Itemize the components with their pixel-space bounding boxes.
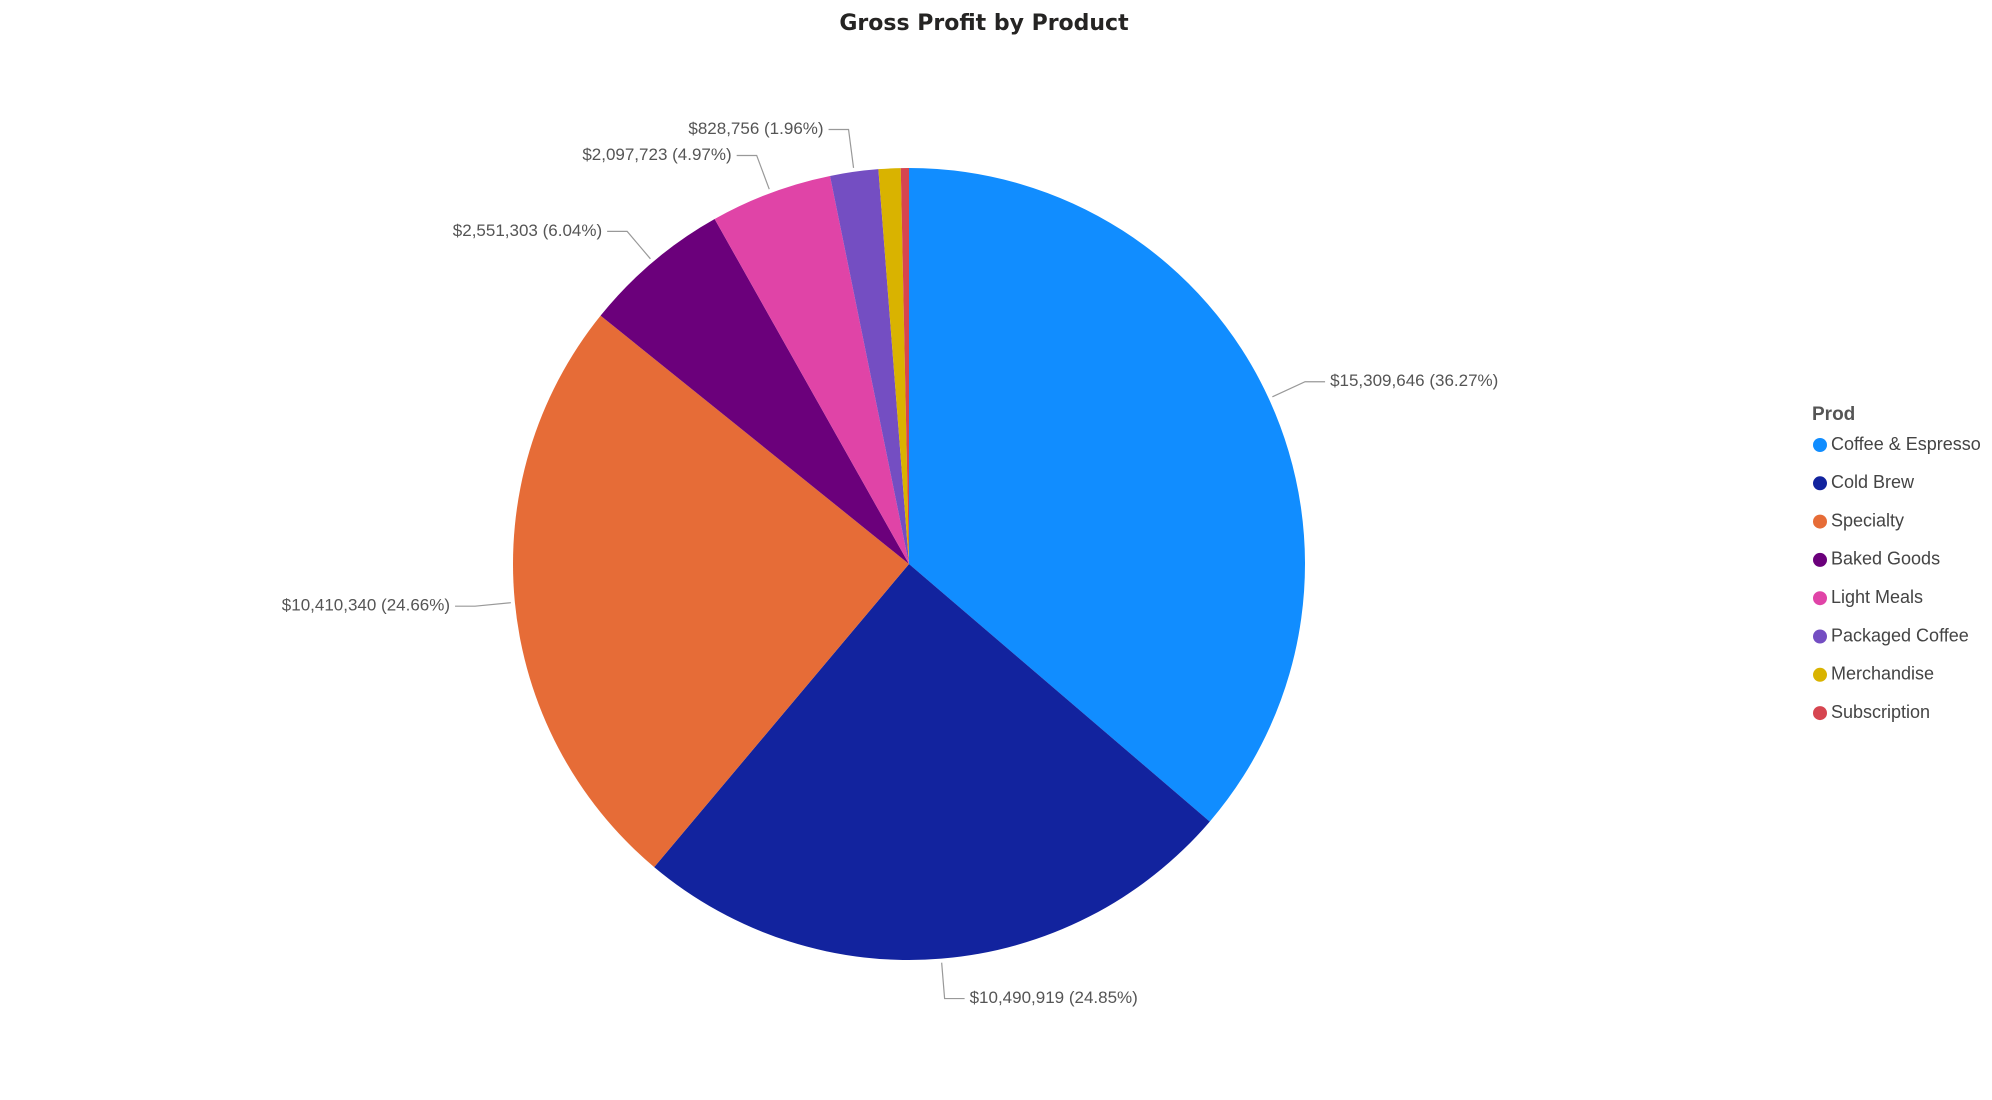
legend-marker — [1813, 706, 1827, 721]
data-label: $15,309,646 (36.27%) — [1330, 371, 1498, 390]
pie-slice — [714, 175, 909, 565]
legend-title: Prod — [1812, 404, 1855, 425]
data-label: $10,490,919 (24.85%) — [970, 988, 1138, 1007]
legend-label: Specialty — [1831, 510, 1904, 530]
legend-marker — [1813, 514, 1827, 529]
legend-marker — [1813, 476, 1827, 491]
legend-marker — [1813, 667, 1827, 682]
pie-slice — [878, 168, 909, 564]
data-label: $2,551,303 (6.04%) — [453, 221, 602, 240]
leader-line — [1272, 381, 1326, 398]
pie-slice — [830, 169, 909, 565]
pie-slice — [900, 168, 909, 564]
legend-marker — [1813, 629, 1827, 644]
leader-line — [736, 154, 770, 190]
pie-slice — [600, 218, 909, 564]
data-label: $2,097,723 (4.97%) — [582, 145, 731, 164]
legend-label: Cold Brew — [1831, 472, 1915, 492]
legend-label: Packaged Coffee — [1831, 625, 1969, 645]
data-label: $828,756 (1.96%) — [688, 119, 823, 138]
legend-label: Subscription — [1831, 702, 1930, 722]
leader-line — [607, 230, 651, 260]
legend-marker — [1813, 438, 1827, 452]
pie-slice — [512, 315, 909, 868]
leader-line — [941, 962, 965, 1000]
legend-label: Light Meals — [1831, 587, 1923, 607]
data-label: $10,410,340 (24.66%) — [282, 596, 450, 615]
legend-label: Merchandise — [1831, 664, 1934, 684]
leader-line — [828, 128, 855, 168]
leader-line — [455, 602, 511, 607]
chart-title: Gross Profit by Product — [839, 11, 1129, 36]
legend-label: Baked Goods — [1831, 549, 1940, 569]
pie-slice — [909, 168, 1305, 822]
legend-label: Coffee & Espresso — [1831, 434, 1981, 454]
legend-marker — [1813, 591, 1827, 606]
legend-marker — [1813, 552, 1827, 567]
pie-slice — [654, 564, 1210, 960]
